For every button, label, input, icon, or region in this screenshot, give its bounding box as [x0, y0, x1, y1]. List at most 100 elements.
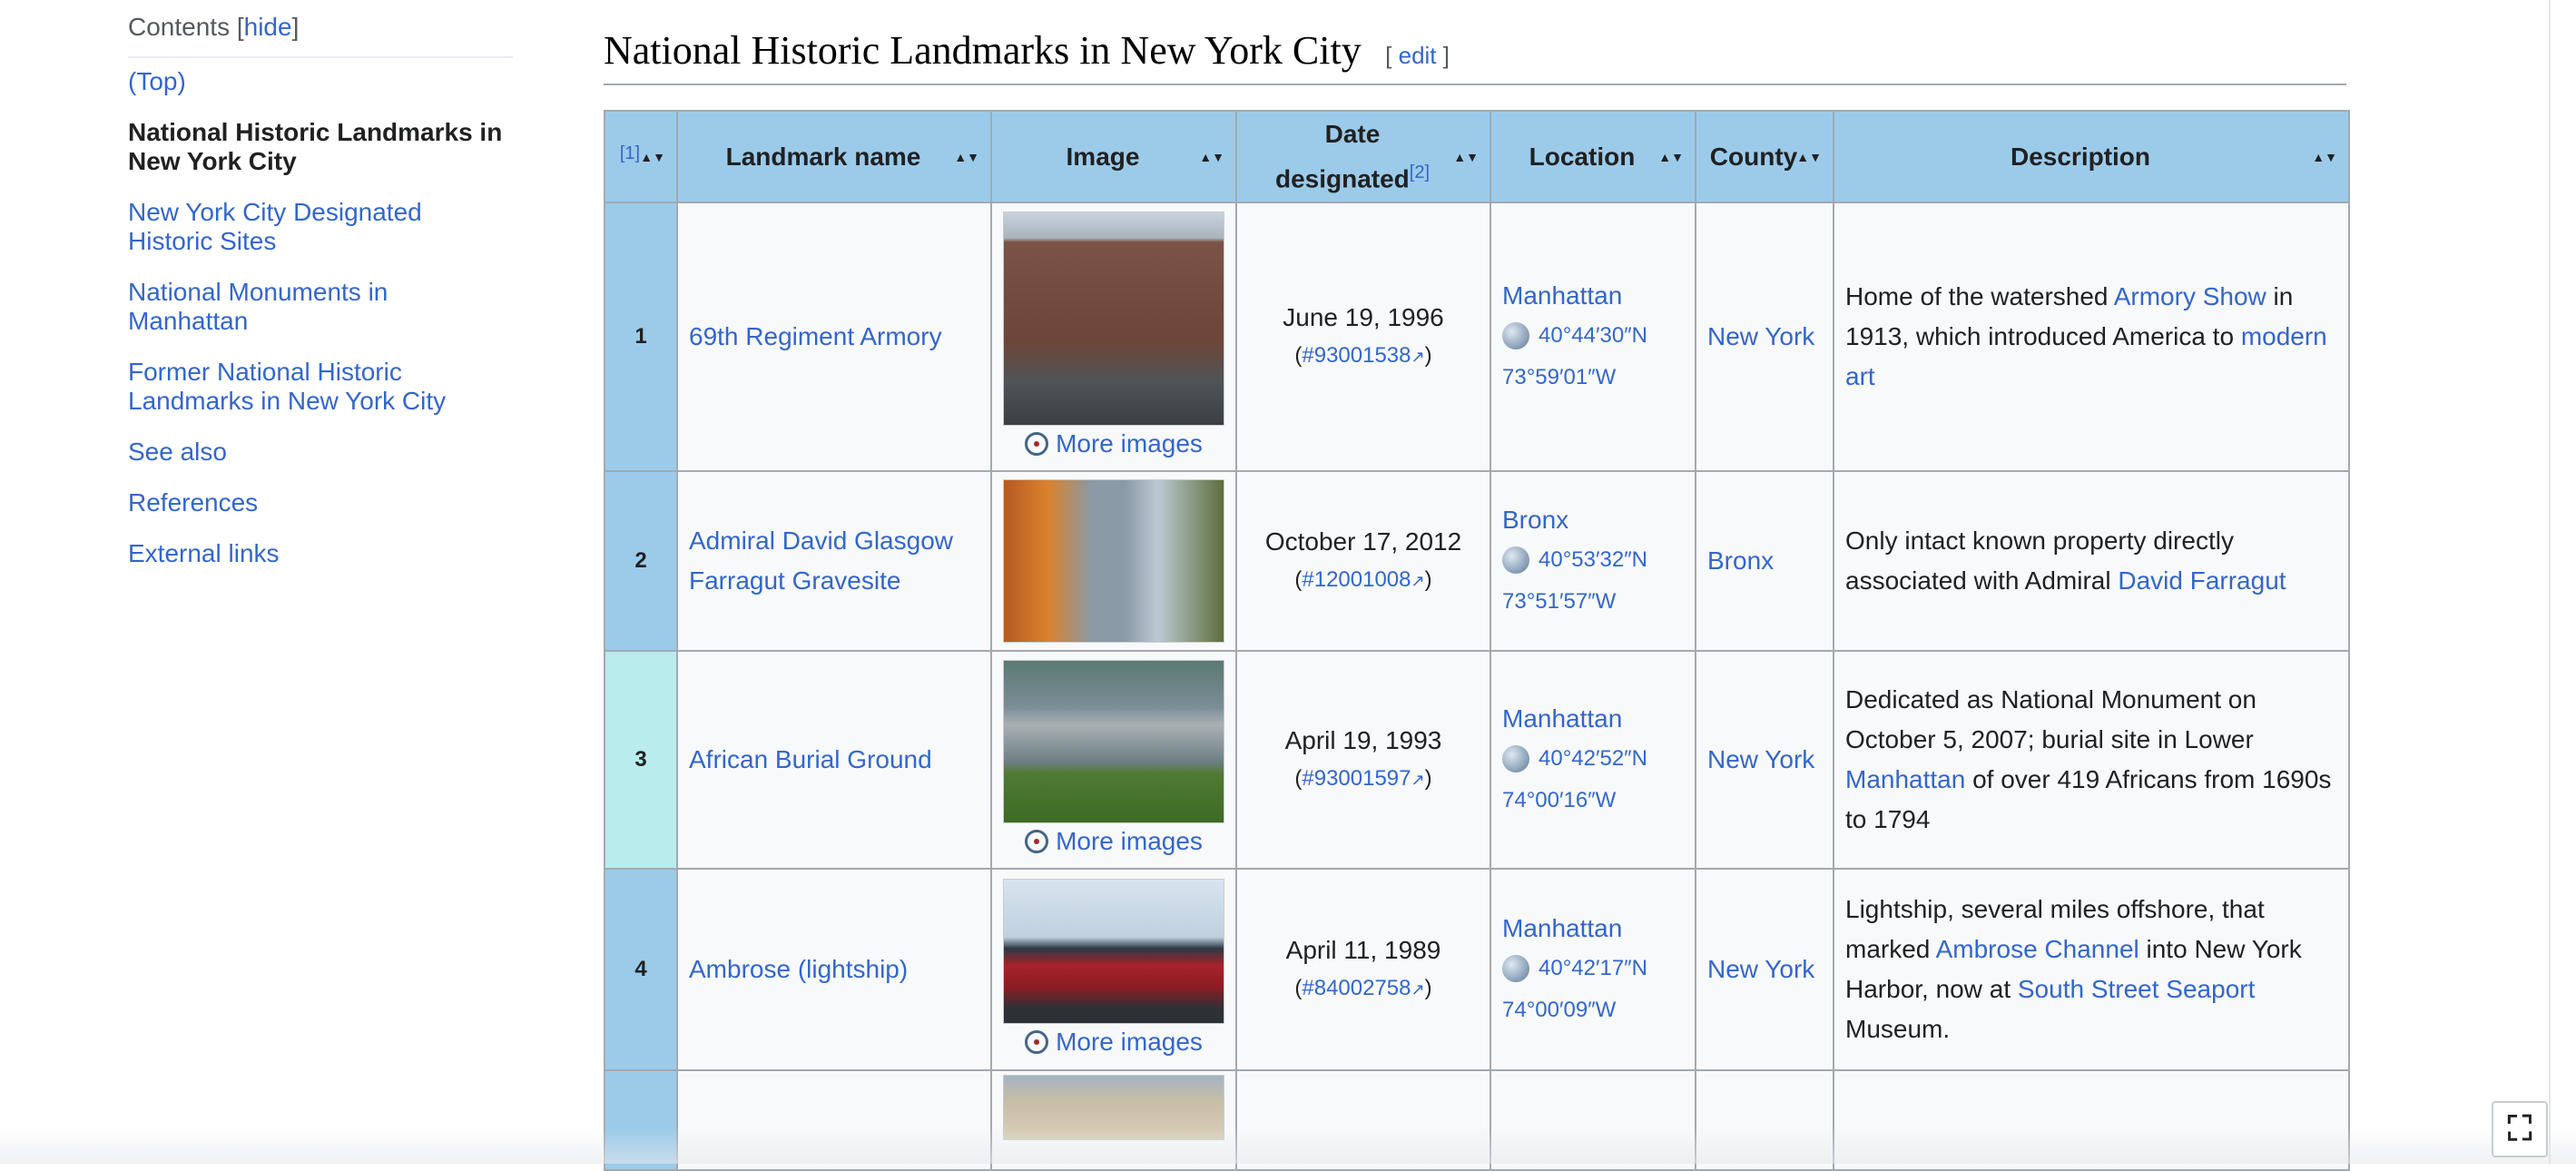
description-link[interactable]: Armory Show [2113, 282, 2266, 310]
column-header-name[interactable]: Landmark name ▲▼ [676, 110, 992, 203]
location-link[interactable]: Manhattan [1502, 704, 1623, 733]
external-link-icon: ↗ [1411, 770, 1425, 789]
location-link[interactable]: Bronx [1502, 506, 1569, 534]
nrhp-reference-link[interactable]: #93001538 [1302, 342, 1411, 368]
image-cell: More images [990, 868, 1237, 1071]
toc-item-label[interactable]: Former National Historic Landmarks in Ne… [128, 358, 447, 415]
landmark-name-cell: Admiral David Glasgow Farragut Gravesite [676, 470, 992, 652]
toc-item-former-landmarks[interactable]: Former National Historic Landmarks in Ne… [128, 358, 513, 416]
location-link[interactable]: Manhattan [1502, 281, 1623, 310]
sort-icon[interactable]: ▲▼ [1453, 149, 1479, 164]
description-link[interactable]: modern art [1845, 322, 2327, 390]
latitude-link[interactable]: 40°42′52″N [1539, 746, 1648, 771]
edit-link[interactable]: edit [1398, 42, 1437, 69]
globe-icon[interactable] [1502, 322, 1529, 349]
longitude-link[interactable]: 74°00′09″W [1502, 998, 1617, 1022]
toc-item-national-historic-landmarks[interactable]: National Historic Landmarks in New York … [128, 118, 513, 176]
table-of-contents: Contents [hide] (Top) National Historic … [128, 13, 513, 568]
toc-hide-link[interactable]: hide [243, 13, 292, 41]
latitude-link[interactable]: 40°53′32″N [1539, 547, 1648, 572]
sort-icon[interactable]: ▲▼ [640, 149, 665, 164]
description-link[interactable]: Ambrose Channel [1935, 935, 2139, 963]
toc-item-label[interactable]: New York City Designated Historic Sites [128, 198, 422, 255]
description-link[interactable]: Manhattan [1845, 765, 1966, 793]
sort-icon[interactable]: ▲▼ [2312, 149, 2337, 164]
sort-icon[interactable]: ▲▼ [1658, 149, 1684, 164]
longitude-link[interactable]: 74°00′16″W [1502, 788, 1617, 812]
toc-item-external-links[interactable]: External links [128, 539, 513, 568]
landmark-photo[interactable] [1003, 879, 1224, 1024]
ref-link[interactable]: [2] [1409, 162, 1431, 182]
date-cell: October 17, 2012 (#12001008↗) [1235, 470, 1491, 652]
toc-item-see-also[interactable]: See also [128, 438, 513, 467]
ref-link[interactable]: [1] [619, 143, 641, 163]
landmark-photo[interactable] [1003, 479, 1224, 643]
more-images-label[interactable]: More images [1056, 827, 1203, 855]
landmark-photo[interactable] [1003, 1075, 1224, 1140]
toc-item-label[interactable]: References [128, 488, 259, 517]
toc-item-top[interactable]: (Top) [128, 67, 513, 96]
toc-item-label[interactable]: (Top) [128, 67, 186, 95]
county-link[interactable]: New York [1707, 745, 1815, 773]
location-link[interactable]: Manhattan [1502, 914, 1623, 942]
toc-item-label[interactable]: See also [128, 438, 227, 466]
globe-icon[interactable] [1502, 546, 1529, 574]
section-edit: [ edit ] [1385, 42, 1450, 69]
column-header-description[interactable]: Description ▲▼ [1833, 110, 2350, 203]
section-title: National Historic Landmarks in New York … [604, 28, 1362, 73]
landmark-photo[interactable] [1003, 660, 1224, 823]
nrhp-reference-link[interactable]: #12001008 [1302, 566, 1411, 592]
toc-item-national-monuments[interactable]: National Monuments in Manhattan [128, 278, 513, 336]
toc-bracket-close: ] [291, 13, 300, 41]
landmark-name-link[interactable]: Admiral David Glasgow Farragut Gravesite [689, 526, 953, 595]
county-cell: Bronx [1695, 470, 1834, 652]
toc-item-label[interactable]: National Historic Landmarks in New York … [128, 118, 503, 175]
nrhp-reference-link[interactable]: #93001597 [1302, 765, 1411, 791]
column-header-date[interactable]: Date designated[2] ▲▼ [1235, 110, 1491, 203]
sort-icon[interactable]: ▲▼ [954, 149, 979, 164]
more-images-label[interactable]: More images [1056, 429, 1203, 458]
landmark-name-link[interactable]: African Burial Ground [689, 745, 932, 773]
more-images-link[interactable]: More images [1025, 429, 1203, 458]
latitude-link[interactable]: 40°42′17″N [1539, 956, 1648, 980]
landmark-name-link[interactable]: Ambrose (lightship) [689, 955, 909, 983]
longitude-link[interactable]: 73°59′01″W [1502, 365, 1617, 389]
description-text: Lightship, several miles offshore, that … [1845, 895, 2265, 963]
description-cell: Dedicated as National Monument on Octobe… [1833, 650, 2350, 870]
description-link[interactable]: South Street Seaport [2017, 975, 2256, 1003]
table-row: 1 69th Regiment Armory More images June … [604, 202, 2350, 472]
date-cell [1235, 1069, 1491, 1171]
latitude-link[interactable]: 40°44′30″N [1539, 323, 1648, 348]
more-images-label[interactable]: More images [1056, 1028, 1203, 1056]
landmark-photo[interactable] [1003, 212, 1224, 426]
county-link[interactable]: New York [1707, 322, 1815, 350]
longitude-link[interactable]: 73°51′57″W [1502, 589, 1617, 614]
column-header-county[interactable]: County ▲▼ [1695, 110, 1834, 203]
toc-item-references[interactable]: References [128, 488, 513, 517]
globe-icon[interactable] [1502, 745, 1529, 772]
county-link[interactable]: Bronx [1707, 546, 1775, 575]
nrhp-reference-link[interactable]: #84002758 [1302, 975, 1411, 1000]
fullscreen-button[interactable]: ⛶ [2492, 1101, 2548, 1157]
toc-item-designated-historic-sites[interactable]: New York City Designated Historic Sites [128, 198, 513, 256]
table-header-row: [1] ▲▼ Landmark name ▲▼ Image ▲▼ Date design… [604, 110, 2350, 203]
description-link[interactable]: David Farragut [2118, 566, 2286, 595]
toc-item-label[interactable]: National Monuments in Manhattan [128, 278, 388, 335]
county-link[interactable]: New York [1707, 955, 1815, 983]
row-number: 1 [604, 202, 678, 472]
sort-icon[interactable]: ▲▼ [1199, 149, 1224, 164]
more-images-link[interactable]: More images [1025, 1028, 1203, 1057]
toc-item-label[interactable]: External links [128, 539, 280, 567]
globe-icon[interactable] [1502, 955, 1529, 982]
scrollbar-track[interactable] [2549, 0, 2551, 1164]
description-cell [1833, 1069, 2350, 1171]
landmark-name-link[interactable]: 69th Regiment Armory [689, 322, 942, 350]
column-header-number[interactable]: [1] ▲▼ [604, 110, 678, 203]
description-text: Dedicated as National Monument on Octobe… [1845, 685, 2256, 753]
sort-icon[interactable]: ▲▼ [1796, 149, 1822, 164]
column-header-location[interactable]: Location ▲▼ [1490, 110, 1696, 203]
external-link-icon: ↗ [1411, 979, 1425, 999]
column-header-image[interactable]: Image ▲▼ [990, 110, 1237, 203]
landmarks-table: [1] ▲▼ Landmark name ▲▼ Image ▲▼ Date design… [604, 110, 2350, 1171]
more-images-link[interactable]: More images [1025, 827, 1203, 856]
